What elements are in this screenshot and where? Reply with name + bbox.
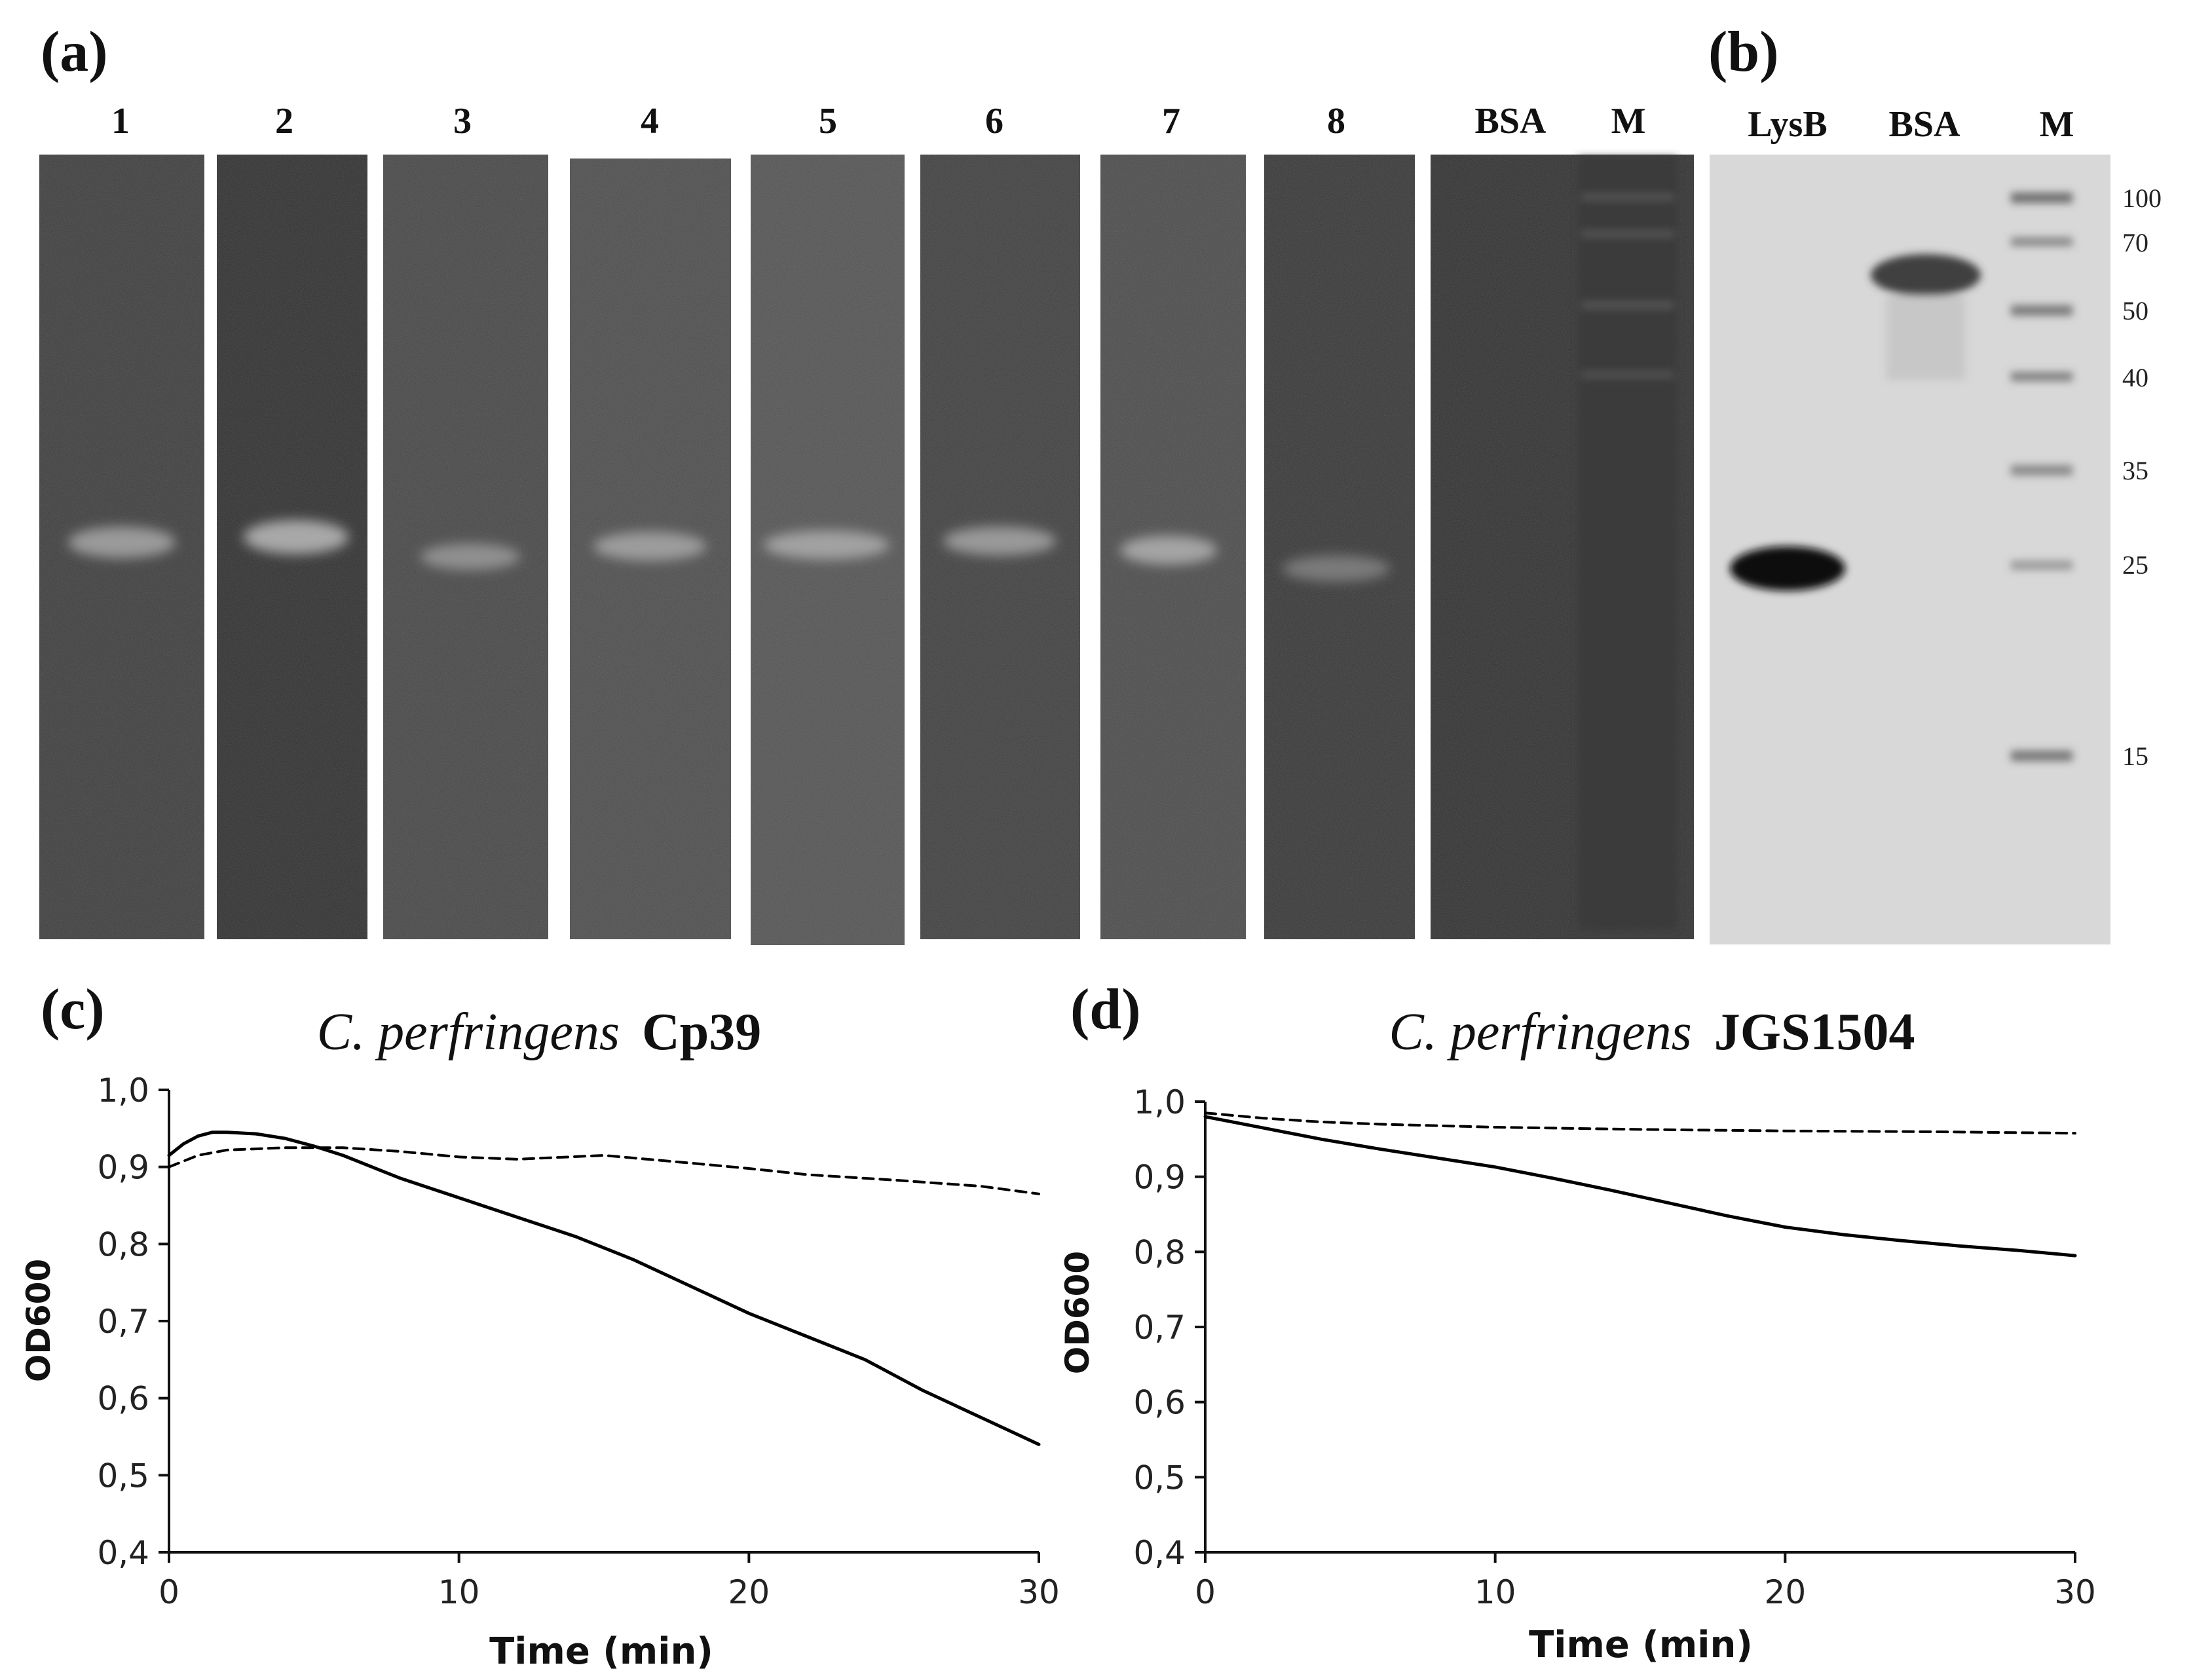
y-tick-label-c: 0,8 xyxy=(97,1225,149,1263)
y-tick-label-c: 1,0 xyxy=(97,1072,149,1110)
chart-d-title-species: C. perfringens xyxy=(1389,1003,1692,1061)
y-tick-label-c: 0,5 xyxy=(97,1457,149,1495)
x-tick-label-d: 10 xyxy=(1474,1573,1516,1611)
marker-band-50 xyxy=(2011,305,2072,316)
lane-label-b-lysb: LysB xyxy=(1748,104,1827,145)
marker-size-100: 100 xyxy=(2122,183,2162,213)
chart-d-xlabel: Time (min) xyxy=(1529,1624,1753,1666)
y-tick-label-d: 0,9 xyxy=(1133,1159,1186,1197)
marker-band-100 xyxy=(2011,193,2072,203)
y-tick-label-c: 0,4 xyxy=(97,1534,149,1572)
lane-label-a-1: 1 xyxy=(111,101,130,141)
lysis-bands xyxy=(68,520,1390,582)
panel-d-label: (d) xyxy=(1070,978,1141,1041)
series-line-dashed-c xyxy=(168,1146,1040,1195)
y-tick-label-d: 0,7 xyxy=(1133,1309,1186,1347)
marker-size-70: 70 xyxy=(2122,228,2148,257)
marker-size-40: 40 xyxy=(2122,363,2148,392)
lane-label-a-7: 7 xyxy=(1162,101,1180,141)
panel-b-label: (b) xyxy=(1708,20,1779,84)
y-tick-label-d: 1,0 xyxy=(1133,1083,1186,1121)
marker-band-70 xyxy=(2011,237,2072,246)
chart-c: (c) C. perfringens Cp39 0,40,50,60,70,80… xyxy=(20,978,1060,1673)
lane-label-a-2: 2 xyxy=(275,101,293,141)
lane-label-a-4: 4 xyxy=(641,101,659,141)
lane-label-a-8: 8 xyxy=(1327,101,1345,141)
gel-panel-a xyxy=(39,155,1694,945)
lane-label-b-bsa: BSA xyxy=(1889,104,1960,145)
x-tick-label-c: 20 xyxy=(728,1573,770,1611)
chart-d-title: C. perfringens JGS1504 xyxy=(1389,1003,1915,1061)
x-tick-label-c: 0 xyxy=(159,1573,179,1611)
x-tick-label-c: 10 xyxy=(438,1573,480,1611)
x-tick-label-c: 30 xyxy=(1018,1573,1060,1611)
panel-a-label: (a) xyxy=(41,20,108,84)
chart-c-xlabel: Time (min) xyxy=(489,1630,713,1673)
lane-label-a-m: M xyxy=(1611,101,1646,141)
y-tick-label-d: 0,8 xyxy=(1133,1233,1186,1271)
chart-d-ylabel: OD600 xyxy=(1059,1251,1096,1374)
lane-labels-a: 1 2 3 4 5 6 7 8 BSA M xyxy=(111,101,1645,141)
x-tick-label-d: 20 xyxy=(1765,1573,1807,1611)
chart-d-title-strain: JGS1504 xyxy=(1714,1003,1915,1061)
chart-c-ylabel: OD600 xyxy=(20,1259,58,1382)
series-line-dashed-d xyxy=(1204,1111,2076,1135)
marker-size-50: 50 xyxy=(2122,296,2148,326)
chart-c-title-strain: Cp39 xyxy=(642,1003,761,1061)
gel-panel-b xyxy=(1710,155,2110,944)
lane-labels-b: LysB BSA M xyxy=(1748,104,2074,145)
lane-label-a-3: 3 xyxy=(453,101,472,141)
lane-label-a-6: 6 xyxy=(985,101,1003,141)
series-d xyxy=(1203,1111,2077,1258)
y-tick-label-c: 0,7 xyxy=(97,1303,149,1341)
chart-c-title-species: C. perfringens xyxy=(317,1003,620,1061)
panel-c-label: (c) xyxy=(41,978,105,1041)
y-tick-label-d: 0,5 xyxy=(1133,1459,1186,1497)
chart-d: (d) C. perfringens JGS1504 0,40,50,60,70… xyxy=(1059,978,2096,1666)
marker-band-15 xyxy=(2011,751,2072,761)
series-line-solid-c xyxy=(167,1130,1041,1446)
y-tick-label-c: 0,6 xyxy=(97,1380,149,1418)
band-bsa xyxy=(1871,254,1981,296)
series-line-solid-d xyxy=(1203,1115,2077,1258)
axes-d: 0,4 0,5 0,6 0,7 0,8 0,9 1,0 0 10 20 30 xyxy=(1133,1083,2095,1611)
chart-c-title: C. perfringens Cp39 xyxy=(317,1003,762,1061)
lane-label-a-5: 5 xyxy=(819,101,837,141)
marker-size-35: 35 xyxy=(2122,456,2148,485)
x-tick-label-d: 0 xyxy=(1195,1573,1216,1611)
lane-label-b-m: M xyxy=(2040,104,2074,145)
marker-band-25 xyxy=(2011,561,2072,570)
marker-band-40 xyxy=(2011,372,2072,381)
marker-size-25: 25 xyxy=(2122,550,2148,580)
marker-size-labels: 100 70 50 40 35 25 15 xyxy=(2122,183,2162,771)
series-c xyxy=(167,1130,1041,1446)
marker-band-35 xyxy=(2011,465,2072,476)
marker-size-15: 15 xyxy=(2122,741,2148,771)
y-tick-label-d: 0,6 xyxy=(1133,1384,1186,1422)
marker-lane-a xyxy=(1579,157,1677,930)
axes-c: 0,4 0,5 0,6 0,7 0,8 0,9 1,0 0 10 20 30 xyxy=(97,1072,1059,1611)
band-lysb xyxy=(1730,546,1845,591)
y-tick-label-d: 0,4 xyxy=(1133,1534,1186,1572)
x-tick-label-d: 30 xyxy=(2054,1573,2096,1611)
lane-label-a-bsa: BSA xyxy=(1475,101,1546,141)
y-tick-label-c: 0,9 xyxy=(97,1149,149,1187)
